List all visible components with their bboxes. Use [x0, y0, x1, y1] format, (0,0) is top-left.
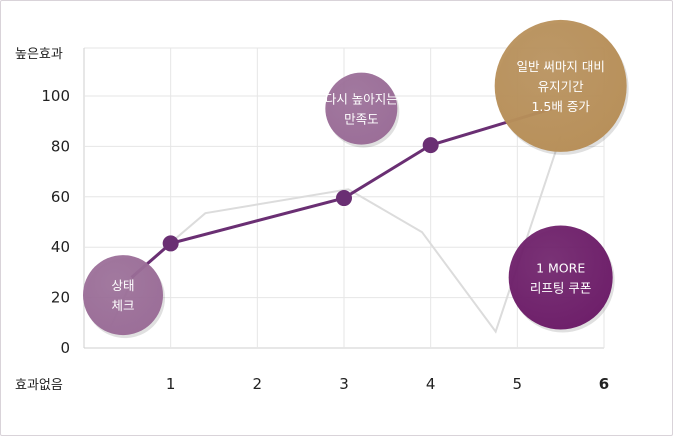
- annotation-bubble: [83, 255, 163, 336]
- x-tick-label: 3: [339, 375, 349, 393]
- annotation-text: 상태: [111, 278, 134, 293]
- series-main-point: [336, 190, 352, 207]
- y-axis-label: 높은효과: [15, 47, 63, 62]
- y-tick-label: 20: [51, 289, 70, 307]
- x-tick-label: 2: [253, 375, 263, 393]
- annotation-text: 체크: [111, 298, 134, 313]
- y-tick-label: 80: [51, 137, 70, 155]
- y-tick-label: 0: [60, 339, 70, 357]
- series-main-point: [422, 137, 439, 154]
- y-tick-label: 100: [41, 87, 70, 105]
- annotation-text: 만족도: [344, 112, 379, 127]
- annotation-text: 1.5배 증가: [531, 99, 590, 114]
- annotation-text: 1 MORE: [536, 260, 585, 275]
- annotation-bubble: [508, 225, 613, 330]
- annotation-bubble: [494, 19, 627, 152]
- annotation-text: 다시 높아지는: [325, 92, 398, 107]
- series-secondary-line: [109, 136, 562, 334]
- annotation-text: 유지기간: [538, 79, 585, 94]
- x-tick-label: 4: [426, 375, 436, 393]
- series-main-point: [162, 235, 179, 252]
- annotation-text: 리프팅 쿠폰: [530, 280, 591, 295]
- y-tick-label: 40: [51, 238, 70, 256]
- x-tick-label: 1: [166, 375, 176, 393]
- x-tick-label: 5: [513, 375, 523, 393]
- y-tick-label: 60: [51, 188, 70, 206]
- x-axis-label: 효과없음: [15, 378, 63, 393]
- annotation-bubble: [325, 72, 398, 145]
- x-tick-label: 6: [599, 375, 609, 393]
- annotation-text: 일반 써마지 대비: [516, 59, 604, 74]
